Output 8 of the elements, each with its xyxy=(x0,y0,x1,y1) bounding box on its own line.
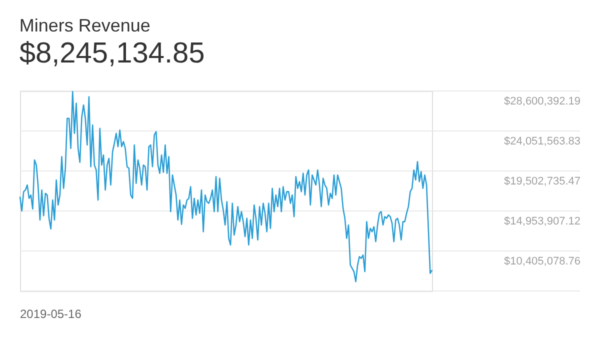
chart-title: Miners Revenue xyxy=(19,16,150,36)
y-tick-label: $24,051,563.83 xyxy=(504,136,580,148)
chart-subtitle: $8,245,134.85 xyxy=(19,38,205,70)
y-tick-label: $10,405,078.76 xyxy=(504,256,580,268)
y-tick-label: $19,502,735.47 xyxy=(504,176,580,188)
text: 2019-05-16 xyxy=(20,307,82,321)
y-tick-label: $28,600,392.19 xyxy=(504,96,580,108)
y-tick-label: $14,953,907.12 xyxy=(504,216,580,228)
